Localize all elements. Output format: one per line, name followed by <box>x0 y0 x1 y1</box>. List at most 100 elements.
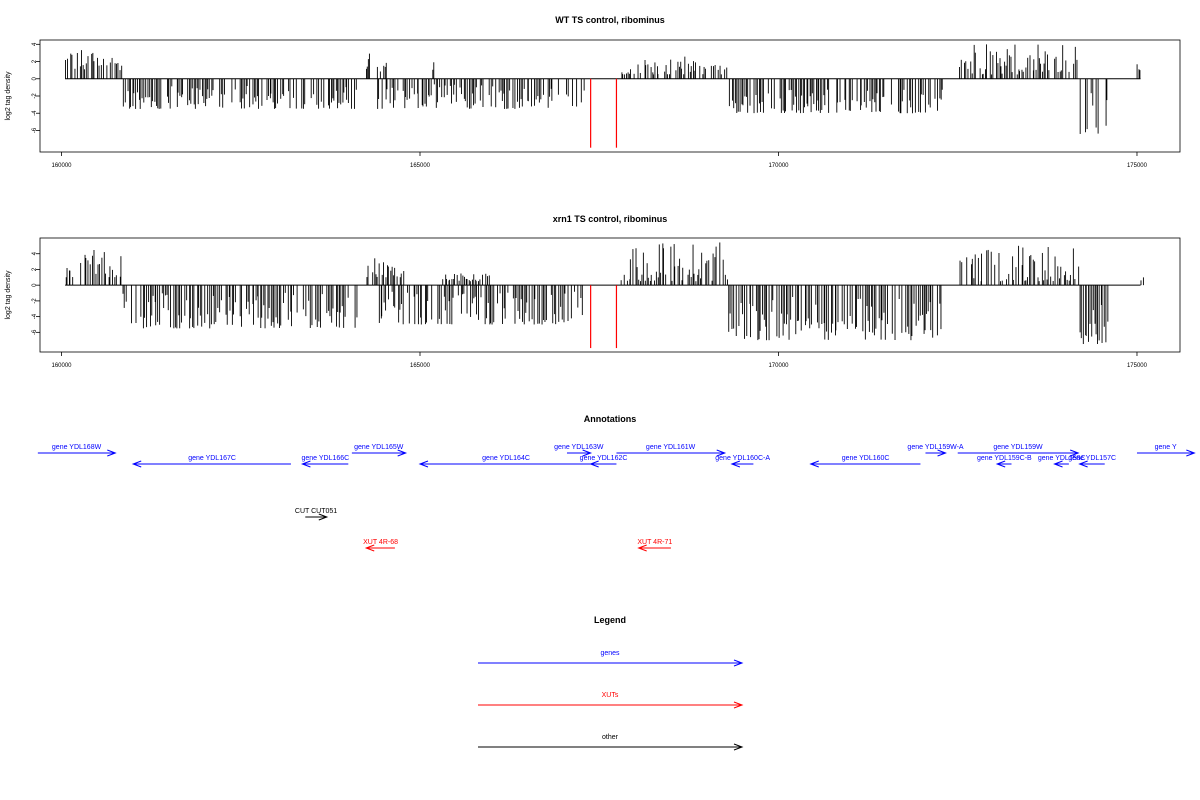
annotation-label: XUT 4R-68 <box>363 539 398 546</box>
xrn1-x-tick-label: 175000 <box>1127 363 1148 369</box>
xrn1-x-tick-label: 165000 <box>410 363 431 369</box>
annotation-arrowhead <box>589 460 599 468</box>
annotation-feature: XUT 4R-68 <box>363 539 398 552</box>
wt-track-bars <box>65 44 1141 148</box>
wt-track-title: WT TS control, ribominus <box>555 15 665 25</box>
annotation-feature: gene YDL160C-A <box>715 455 770 468</box>
annotation-features: gene YDL168W gene YDL167C gene YDL166C gene… <box>37 444 1196 552</box>
wt-x-tick-label: 170000 <box>768 163 789 169</box>
wt-x-tick-label: 165000 <box>410 163 431 169</box>
annotations-title: Annotations <box>584 414 637 424</box>
xrn1-signal-segment <box>1140 277 1144 286</box>
annotation-feature: gene YDL161W <box>616 444 727 457</box>
annotation-feature: gene YDL165W <box>351 444 408 457</box>
annotation-arrowhead <box>1070 449 1080 457</box>
annotation-arrowhead <box>1186 449 1196 457</box>
annotation-arrowhead <box>318 513 329 521</box>
xrn1-y-tick-label: -6 <box>32 329 38 335</box>
annotation-arrowhead <box>730 460 741 468</box>
annotation-label: gene YDL159W-A <box>907 444 963 451</box>
xrn1-signal-segment <box>728 285 942 341</box>
xrn1-y-axis-label: log2 tag density <box>5 270 12 320</box>
legend-title: Legend <box>594 615 626 625</box>
annotations-panel: Annotations gene YDL168W gene YDL167C gene… <box>37 414 1196 552</box>
wt-signal-segment <box>644 56 728 79</box>
annotation-feature: gene YDL159W-A <box>907 444 964 457</box>
annotation-feature: gene YDL168W <box>37 444 117 457</box>
wt-y-tick-label: 2 <box>32 59 38 63</box>
wt-y-axis-label: log2 tag density <box>5 71 12 121</box>
annotation-label: gene YDL164C <box>482 455 530 462</box>
annotation-label: gene YDL167C <box>188 455 236 462</box>
annotation-arrowhead <box>131 460 142 468</box>
wt-signal-segment <box>1136 64 1141 79</box>
annotation-label: gene YDL162C <box>580 455 628 462</box>
xrn1-signal-segment <box>122 285 358 329</box>
wt-signal-segment <box>621 64 641 79</box>
xrn1-track-panel: xrn1 TS control, ribominus log2 tag dens… <box>5 214 1181 369</box>
wt-signal-segment <box>1079 78 1108 134</box>
xrn1-x-tick-label: 160000 <box>51 363 72 369</box>
annotation-feature: gene YDL158C <box>1038 455 1086 468</box>
legend-swatch-arrowhead <box>733 743 744 751</box>
annotation-feature: gene YDL166C <box>300 455 349 468</box>
legend-label: other <box>602 734 619 741</box>
annotation-feature: gene YDL164C <box>418 455 593 468</box>
legend-entry: genes <box>478 650 744 667</box>
annotation-arrowhead <box>1078 460 1088 468</box>
annotation-label: gene YDL168W <box>52 444 102 451</box>
xrn1-track-axes: -6 -4 -2 0 2 4 160000 165000 170000 175000 <box>32 251 1148 369</box>
xrn1-signal-segment <box>959 245 1080 286</box>
wt-signal-segment <box>122 78 357 109</box>
wt-signal-segment <box>959 44 1078 79</box>
legend-items: genes XUTs other <box>478 650 744 751</box>
legend-panel: Legend genes XUTs other <box>478 615 744 751</box>
wt-x-tick-label: 175000 <box>1127 163 1148 169</box>
xrn1-signal-segment <box>1079 285 1109 345</box>
wt-track-panel: WT TS control, ribominus log2 tag densit… <box>5 15 1181 169</box>
wt-signal-segment <box>366 53 370 79</box>
annotation-feature: gene YDL167C <box>131 455 291 468</box>
annotation-feature: gene YDL159W <box>957 444 1080 457</box>
annotation-label: gene YDL163W <box>554 444 604 451</box>
annotation-label: XUT 4R-71 <box>637 539 672 546</box>
legend-label: genes <box>600 650 620 657</box>
annotation-arrowhead <box>937 449 947 457</box>
wt-signal-segment <box>728 78 943 114</box>
annotation-label: gene YDL158C <box>1038 455 1086 462</box>
legend-entry: XUTs <box>478 692 744 709</box>
wt-signal-segment <box>432 62 435 79</box>
xrn1-signal-segment <box>620 242 728 286</box>
xrn1-x-tick-label: 170000 <box>768 363 789 369</box>
legend-entry: other <box>478 734 744 751</box>
annotation-arrowhead <box>995 460 1006 468</box>
annotation-feature: CUT CUT051 <box>295 508 337 521</box>
xrn1-signal-segment <box>65 250 122 286</box>
wt-y-tick-label: 4 <box>32 42 38 46</box>
annotation-label: gene Y <box>1155 444 1177 451</box>
xrn1-y-tick-label: -4 <box>32 313 38 319</box>
annotation-arrowhead <box>418 460 429 468</box>
annotation-feature: gene YDL162C <box>580 455 628 468</box>
xrn1-y-tick-label: 2 <box>32 267 38 271</box>
annotation-label: gene YDL161W <box>646 444 696 451</box>
annotation-label: gene YDL157C <box>1068 455 1116 462</box>
annotation-arrowhead <box>397 449 408 457</box>
xrn1-plot-frame <box>39 237 1181 353</box>
xrn1-y-tick-label: 4 <box>32 251 38 255</box>
xrn1-y-tick-label: -2 <box>32 298 38 304</box>
wt-y-tick-label: -4 <box>32 110 38 116</box>
annotation-label: gene YDL166C <box>301 455 349 462</box>
annotation-feature: gene YDL157C <box>1068 455 1116 468</box>
annotation-arrowhead <box>1053 460 1063 468</box>
legend-label: XUTs <box>602 692 619 699</box>
wt-y-tick-label: 0 <box>32 76 38 80</box>
wt-x-tick-label: 160000 <box>51 163 72 169</box>
annotation-arrowhead <box>300 460 311 468</box>
annotation-feature: gene YDL160C <box>809 455 921 468</box>
annotation-feature: gene YDL159C-B <box>977 455 1032 468</box>
wt-signal-segment <box>377 78 585 109</box>
annotation-label: gene YDL159W <box>993 444 1043 451</box>
xrn1-signal-segment <box>378 285 583 325</box>
